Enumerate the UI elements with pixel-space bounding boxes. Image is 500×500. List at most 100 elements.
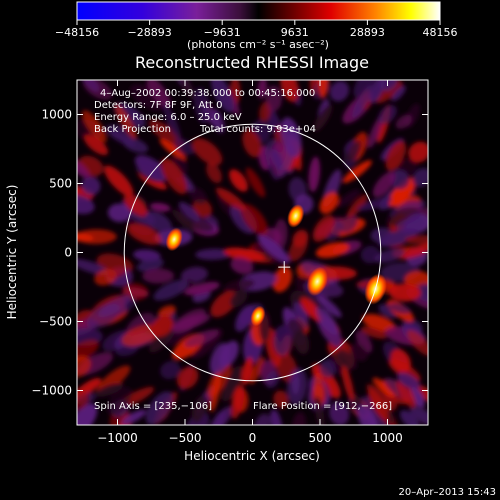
fringe-blob (77, 157, 90, 179)
fringe-blob (151, 315, 174, 337)
fringe-blob (230, 257, 254, 275)
fringe-blob (121, 324, 161, 347)
fringe-blob (272, 266, 293, 293)
fringe-blob (389, 283, 421, 302)
fringe-blob (360, 326, 388, 339)
fringe-blob (245, 167, 266, 198)
x-tick-label: 0 (249, 431, 257, 445)
fringe-blob (280, 80, 299, 102)
fringe-blob (221, 365, 243, 402)
fringe-blob (396, 218, 426, 233)
fringe-blob (136, 258, 164, 272)
fringe-blob (194, 87, 210, 124)
fringe-blob (211, 108, 225, 134)
fringe-blob (314, 396, 325, 425)
fringe-blob (271, 149, 284, 171)
fringe-blob (145, 391, 174, 425)
fringe-blob (337, 189, 360, 207)
fringe-blob (395, 114, 412, 129)
fringe-blob (312, 215, 335, 242)
fringe-blob (329, 80, 350, 102)
fringe-blob (406, 330, 428, 356)
fringe-blob (374, 248, 405, 264)
fringe-blob (412, 168, 428, 188)
colorbar-tick-label: −28893 (127, 26, 171, 39)
fringe-blob (390, 348, 411, 373)
fringe-blob (172, 313, 211, 331)
fringe-blob (223, 279, 255, 293)
fringe-blob (355, 330, 373, 353)
bright-source (287, 204, 305, 228)
fringe-blob (357, 404, 378, 425)
annotation-total-counts: Total counts: 9.93e+04 (199, 124, 316, 135)
fringe-blob (114, 104, 137, 140)
x-tick-label: 1000 (372, 431, 403, 445)
fringe-blob (108, 130, 136, 147)
chart-title: Reconstructed RHESSI Image (135, 53, 369, 72)
footer-timestamp: 20–Apr–2013 15:43 (399, 487, 496, 498)
fringe-blob (107, 266, 127, 278)
fringe-blob (362, 314, 396, 333)
fringe-blob (219, 340, 239, 368)
fringe-blob (215, 187, 246, 211)
colorbar-tick-label: −48156 (55, 26, 99, 39)
fringe-blob (97, 295, 132, 318)
fringe-blob (408, 141, 428, 163)
fringe-blob (160, 158, 188, 195)
fringe-blob (223, 247, 265, 262)
y-tick-label: −500 (39, 315, 72, 329)
x-tick-label: −500 (169, 431, 202, 445)
y-tick-label: −1000 (31, 384, 72, 398)
fringe-blob (121, 409, 146, 425)
fringe-blob (356, 197, 393, 211)
colorbar-tick-label: 28893 (350, 26, 385, 39)
y-axis-label: Heliocentric Y (arcsec) (5, 185, 19, 320)
fringe-blob (77, 339, 99, 364)
bright-source (165, 227, 183, 252)
fringe-blob (380, 80, 398, 92)
fringe-blob (257, 80, 267, 99)
fringe-blob (159, 138, 187, 161)
fringe-blob (209, 372, 222, 413)
x-tick-label: −1000 (97, 431, 138, 445)
fringe-blob (77, 403, 98, 425)
fringe-blob (149, 202, 171, 212)
fringe-blob (280, 117, 302, 158)
fringe-blob (346, 194, 368, 219)
y-tick-label: 0 (64, 246, 72, 260)
fringe-blob (378, 228, 418, 247)
fringe-blob (366, 384, 392, 412)
fringe-blob (375, 80, 403, 104)
fringe-blob (81, 176, 101, 196)
colorbar (76, 1, 441, 21)
fringe-blob (350, 343, 368, 362)
fringe-blob (104, 165, 134, 197)
y-tick-label: 500 (49, 177, 72, 191)
fringe-blob (176, 366, 199, 389)
fringe-blob (160, 361, 181, 380)
fringe-blob (370, 227, 393, 243)
fringe-blob (81, 110, 107, 143)
fringe-blob (273, 390, 289, 409)
fringe-blob (340, 213, 358, 233)
fringe-blob (287, 367, 308, 406)
fringe-blob (293, 329, 310, 355)
fringe-blob (405, 235, 428, 245)
axis-ticks: −1000 −500 0 500 1000 1000 500 0 −500 −1000 (31, 80, 428, 445)
fringe-blob (254, 413, 271, 425)
fringe-blob (211, 80, 235, 113)
fringe-blob (360, 396, 389, 425)
fringe-blob (206, 162, 222, 184)
fringe-blob (163, 104, 182, 143)
fringe-blob (315, 242, 350, 258)
fringe-blob (270, 409, 283, 425)
annotation-time-range: 4–Aug–2002 00:39:38.000 to 00:45:16.000 (100, 88, 315, 99)
fringe-blob (391, 85, 406, 102)
bright-source (306, 266, 328, 297)
fringe-blob (189, 187, 207, 205)
fringe-blob (317, 295, 342, 318)
fringe-blob (344, 139, 362, 164)
fringe-blob (318, 80, 329, 99)
annotation-detectors: Detectors: 7F 8F 9F, Att 0 (94, 100, 222, 111)
fringe-blob (146, 80, 171, 108)
